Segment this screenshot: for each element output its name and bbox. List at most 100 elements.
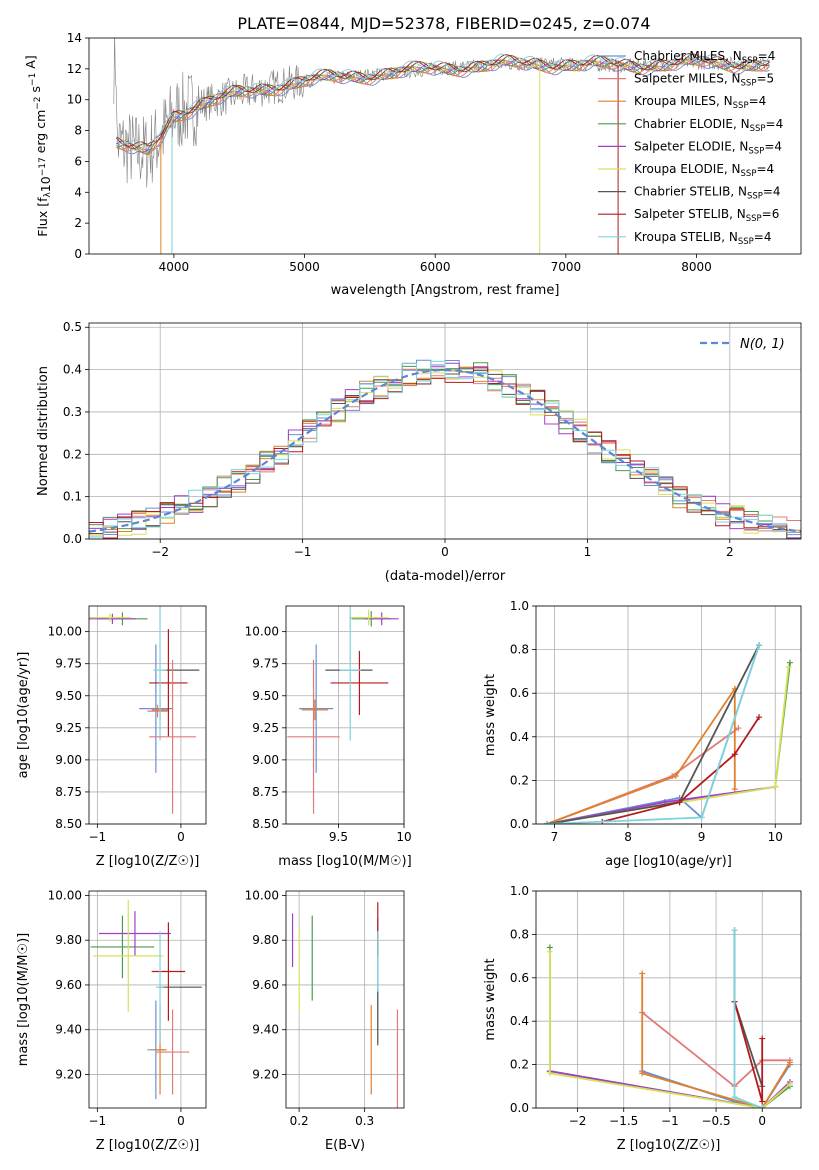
weight-marker [676,799,683,806]
model-line [116,54,770,152]
age-vs-Z-points [89,606,200,814]
age-vs-mass-axes: 9.5 10 8.50 8.75 9.00 9.25 9.50 9.75 10.00 mass [… [245,605,412,869]
y-tick-label: 0.4 [510,1014,529,1028]
x-tick-label: 1 [584,545,592,559]
y-tick-label: 9.75 [55,657,82,671]
y-axis-label: Flux [fλ10−17 erg cm−2 s−1 A] [23,55,53,237]
y-tick-label: 0.0 [510,817,529,831]
y-axis-label: age [log10(age/yr)] [16,652,31,779]
x-tick-label: 6000 [420,260,451,274]
x-axis-label: Z [log10(Z/Z☉)] [617,1138,721,1153]
weight-marker [772,783,779,790]
y-tick-label: 0.1 [63,490,82,504]
weight-marker [756,714,763,721]
y-tick-label: 9.80 [55,933,82,947]
y-tick-label: 1.0 [510,599,529,613]
x-tick-label: 4000 [159,260,190,274]
legend-label: Kroupa MILES, NSSP=4 [634,94,766,111]
weight-marker [731,1094,738,1101]
residuals-axes: −2 −1 0 1 2 0.0 0.1 0.2 0.3 0.4 0.5 (data-model)/er… [36,320,802,584]
y-tick-label: 9.50 [55,689,82,703]
weight-line [733,1001,764,1102]
y-tick-label: 9.25 [252,721,279,735]
weight-marker [785,664,792,671]
weight-marker [546,1070,553,1077]
x-axis-label: (data-model)/error [385,569,506,584]
y-tick-label: 10 [67,93,82,107]
y-tick-label: 0.2 [510,1058,529,1072]
legend-label: Chabrier MILES, NSSP=4 [634,49,775,66]
mass-vs-EBV-points [291,902,399,1108]
weight-vs-age-series [544,642,793,824]
y-tick-label: 0.6 [510,686,529,700]
y-tick-label: 9.25 [55,721,82,735]
x-axis-label: age [log10(age/yr)] [605,854,732,869]
legend-label: Kroupa STELIB, NSSP=4 [634,230,772,247]
weight-marker [639,970,646,977]
weight-line [546,644,760,824]
age-vs-mass-points [287,606,399,814]
weight-line [546,685,736,824]
weight-line [641,973,791,1108]
axes-frame [285,605,405,825]
y-tick-label: 0.2 [510,773,529,787]
y-tick-label: 6 [74,154,82,168]
y-axis-label: Normed distribution [36,366,51,496]
weight-marker [731,786,738,793]
mass-vs-EBV-axes: 0.2 0.3 9.20 9.40 9.60 9.80 10.00 E(B-V) [245,888,405,1153]
x-tick-label: 9.5 [329,830,348,844]
axes-frame [285,890,405,1109]
y-tick-label: 0.5 [63,320,82,334]
weight-line [546,644,760,824]
y-tick-label: 2 [74,216,82,230]
y-tick-label: 0.6 [510,971,529,985]
x-tick-label: 5000 [289,260,320,274]
x-tick-label: 8 [624,830,632,844]
y-tick-label: 8.75 [55,785,82,799]
y-tick-label: 9.20 [55,1067,82,1081]
weight-line [549,951,791,1108]
weight-vs-Z-series [546,927,793,1108]
y-tick-label: 4 [74,185,82,199]
weight-marker [698,814,705,821]
axes-frame [535,890,802,1109]
weight-marker [756,642,763,649]
spectrum-axes: 4000 5000 6000 7000 8000 0 2 4 6 8 10 12 14 wavelengt… [23,31,802,298]
x-axis-label: Z [log10(Z/Z☉)] [96,1138,200,1153]
x-tick-label: 10 [768,830,783,844]
axes-frame [88,605,207,825]
x-tick-label: 9 [698,830,706,844]
weight-marker [546,948,553,955]
y-tick-label: 9.20 [252,1067,279,1081]
y-axis-label: mass weight [483,674,498,756]
weight-marker [731,927,738,934]
weight-marker [672,773,679,780]
x-tick-label: −0.5 [701,1114,730,1128]
legend-label: Salpeter MILES, NSSP=5 [634,72,774,89]
x-tick-label: 0 [441,545,449,559]
x-axis-label: E(B-V) [325,1138,365,1153]
weight-marker [786,1081,793,1088]
weight-marker [786,659,793,666]
mass-vs-Z-axes: −1 0 9.20 9.40 9.60 9.80 10.00 Z [log10(Z/Z☉)] m… [16,888,207,1153]
x-tick-label: 0.2 [290,1114,309,1128]
legend-label: Salpeter STELIB, NSSP=6 [634,207,779,224]
x-tick-label: 10 [396,830,411,844]
y-tick-label: 9.00 [55,753,82,767]
y-tick-label: 10.00 [48,625,82,639]
legend-label: Chabrier ELODIE, NSSP=4 [634,117,783,134]
y-tick-label: 10.00 [245,625,279,639]
x-tick-label: 7000 [551,260,582,274]
x-tick-label: 8000 [681,260,712,274]
y-tick-label: 0.3 [63,405,82,419]
mass-vs-Z-points [90,899,202,1100]
weight-marker [759,1098,766,1105]
y-tick-label: 9.80 [252,933,279,947]
y-tick-label: 9.40 [55,1023,82,1037]
x-tick-label: −1.5 [609,1114,638,1128]
weight-line [733,930,764,1087]
x-tick-label: 0.3 [355,1114,374,1128]
legend-label: N(0, 1) [740,337,785,352]
normal-curve [89,368,801,533]
